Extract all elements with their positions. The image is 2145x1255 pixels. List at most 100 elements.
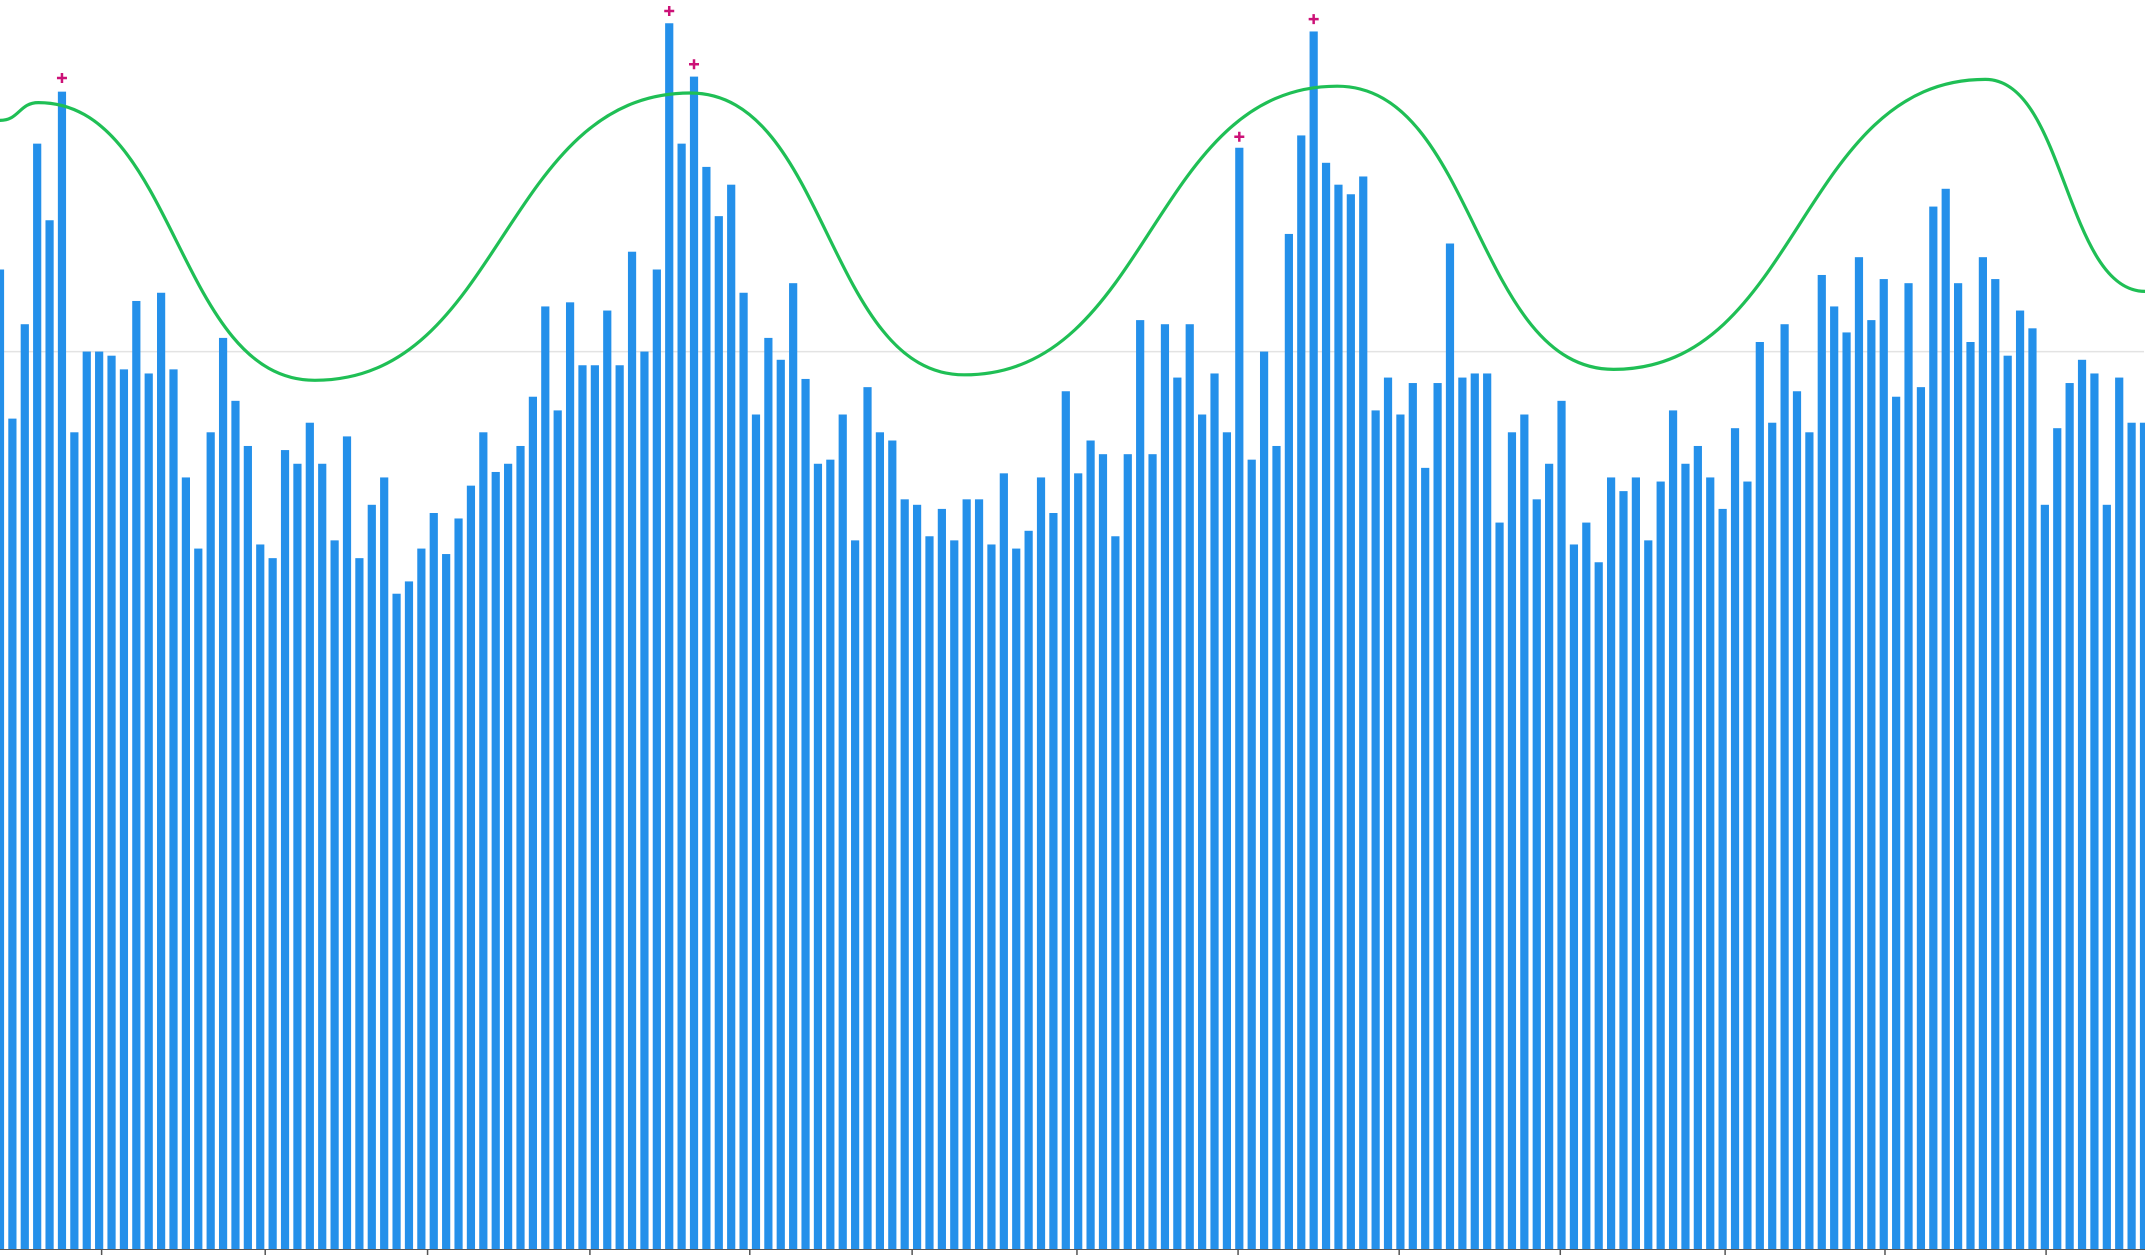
- bar: [1173, 377, 1182, 1249]
- bar: [2077, 359, 2087, 1250]
- bar: [1222, 432, 1232, 1249]
- bar: [1111, 536, 1120, 1249]
- bar: [1954, 283, 1963, 1249]
- bar: [231, 400, 240, 1250]
- bar: [318, 463, 327, 1249]
- bar: [1780, 324, 1789, 1249]
- bar: [987, 544, 996, 1249]
- bar: [355, 558, 364, 1249]
- bar: [541, 306, 550, 1249]
- bar: [33, 143, 42, 1249]
- bar: [900, 499, 909, 1249]
- bar: [1582, 522, 1591, 1249]
- bar: [119, 369, 129, 1249]
- bar: [1371, 410, 1380, 1249]
- bar: [107, 355, 116, 1249]
- bar: [1644, 540, 1653, 1249]
- bar: [1321, 162, 1331, 1250]
- bar: [2127, 422, 2136, 1249]
- bar: [863, 387, 872, 1250]
- bar: [1123, 454, 1132, 1249]
- bar: [330, 540, 339, 1249]
- bar: [454, 518, 463, 1249]
- bar: [665, 23, 674, 1249]
- bar: [652, 269, 661, 1249]
- bar: [1892, 396, 1901, 1249]
- bar: [206, 432, 215, 1249]
- bar: [1929, 206, 1938, 1249]
- bar: [144, 373, 153, 1250]
- bar: [974, 499, 984, 1249]
- bar: [776, 359, 785, 1250]
- bar: [1198, 414, 1207, 1250]
- bar: [20, 324, 29, 1249]
- bar: [1185, 324, 1194, 1249]
- bar: [1383, 377, 1393, 1249]
- bar: [1483, 373, 1492, 1250]
- bar: [516, 445, 525, 1249]
- bar: [1842, 332, 1851, 1250]
- bar: [380, 477, 389, 1249]
- bar: [553, 410, 562, 1249]
- bar: [714, 216, 723, 1250]
- bar: [293, 463, 302, 1249]
- bar: [1012, 548, 1021, 1249]
- bar: [169, 369, 178, 1249]
- bar: [727, 184, 736, 1249]
- bar: [1049, 513, 1058, 1249]
- bar: [256, 544, 265, 1249]
- bar: [950, 540, 959, 1249]
- bar: [342, 436, 352, 1249]
- bar: [305, 422, 314, 1249]
- bar: [2028, 328, 2037, 1249]
- bar: [851, 540, 860, 1249]
- bar: [479, 432, 488, 1249]
- bar: [1284, 233, 1293, 1249]
- bar: [1495, 522, 1504, 1249]
- bar: [1718, 508, 1727, 1249]
- bar: [1408, 383, 1417, 1249]
- bar: [603, 310, 612, 1249]
- bar: [1061, 391, 1070, 1249]
- bar: [429, 513, 438, 1249]
- bar: [1569, 544, 1579, 1249]
- bar: [417, 548, 426, 1249]
- bar: [1421, 467, 1430, 1249]
- bar: [1136, 320, 1145, 1249]
- bar: [1991, 279, 2000, 1249]
- bar: [590, 365, 599, 1249]
- bar: [912, 504, 922, 1249]
- bar: [491, 471, 500, 1249]
- bar: [1830, 306, 1839, 1249]
- bar: [937, 508, 946, 1249]
- bar: [1681, 463, 1690, 1249]
- bar: [70, 432, 79, 1249]
- bar: [838, 414, 847, 1250]
- bar: [875, 432, 885, 1249]
- bar: [442, 554, 451, 1249]
- bar: [1693, 445, 1702, 1249]
- bar: [789, 283, 798, 1249]
- bar: [615, 365, 624, 1249]
- bar: [243, 445, 252, 1249]
- bar: [1594, 562, 1603, 1249]
- bar: [1730, 428, 1740, 1250]
- outlier-marker: [1308, 14, 1319, 25]
- bar: [1433, 383, 1442, 1249]
- bar: [2040, 504, 2049, 1249]
- bar: [578, 365, 587, 1249]
- bar: [925, 536, 934, 1249]
- bar: [2003, 355, 2012, 1249]
- bar: [1768, 422, 1777, 1249]
- bar: [181, 477, 190, 1249]
- bar: [1668, 410, 1678, 1249]
- bar: [1272, 445, 1281, 1249]
- bar: [1978, 257, 1987, 1250]
- bar: [1904, 283, 1913, 1249]
- bar: [0, 269, 5, 1249]
- bar: [751, 414, 761, 1250]
- bar: [1520, 414, 1529, 1250]
- bar: [1631, 477, 1640, 1249]
- bar: [1545, 463, 1554, 1249]
- bar: [157, 292, 166, 1249]
